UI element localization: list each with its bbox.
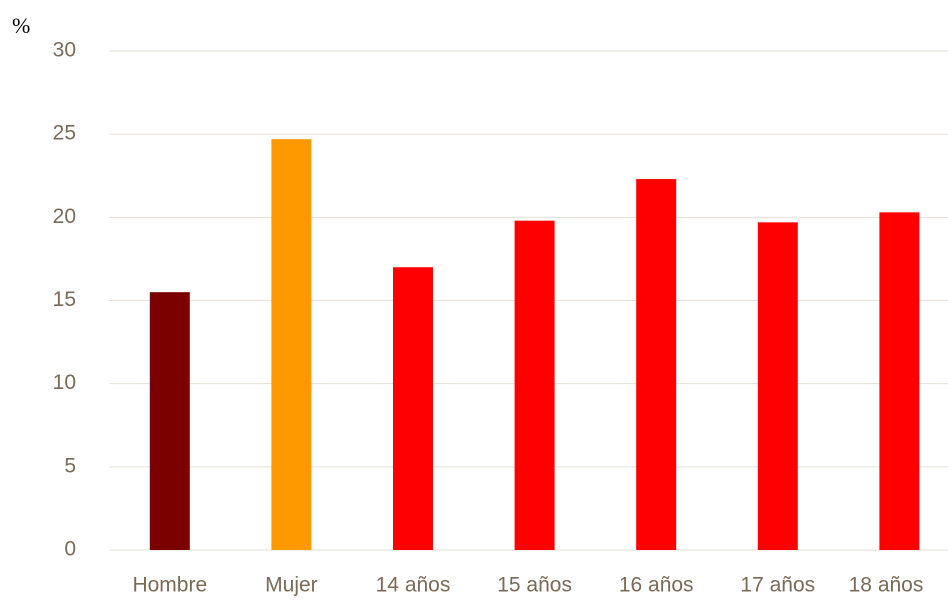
x-tick-label: Hombre: [132, 574, 207, 597]
y-tick-label: 15: [53, 288, 76, 311]
x-tick-label: Mujer: [265, 574, 318, 597]
x-tick-label: 14 años: [376, 574, 451, 597]
x-tick-label: 17 años: [740, 574, 815, 597]
bar: [149, 292, 190, 550]
y-tick-label: 20: [53, 205, 76, 228]
y-tick-label: 30: [53, 39, 76, 62]
bar: [879, 212, 920, 551]
x-tick-label: 16 años: [619, 574, 694, 597]
y-axis-label: %: [12, 13, 30, 38]
y-tick-label: 25: [53, 122, 76, 145]
bar: [514, 220, 555, 550]
bar: [393, 267, 433, 550]
x-tick-label: 15 años: [497, 574, 572, 597]
bar: [757, 222, 798, 550]
y-tick-label: 5: [64, 454, 76, 477]
bar: [271, 139, 312, 550]
y-tick-label: 0: [64, 538, 76, 561]
x-tick-label: 18 años: [849, 574, 924, 597]
y-tick-label: 10: [53, 371, 76, 394]
bar: [636, 179, 677, 550]
